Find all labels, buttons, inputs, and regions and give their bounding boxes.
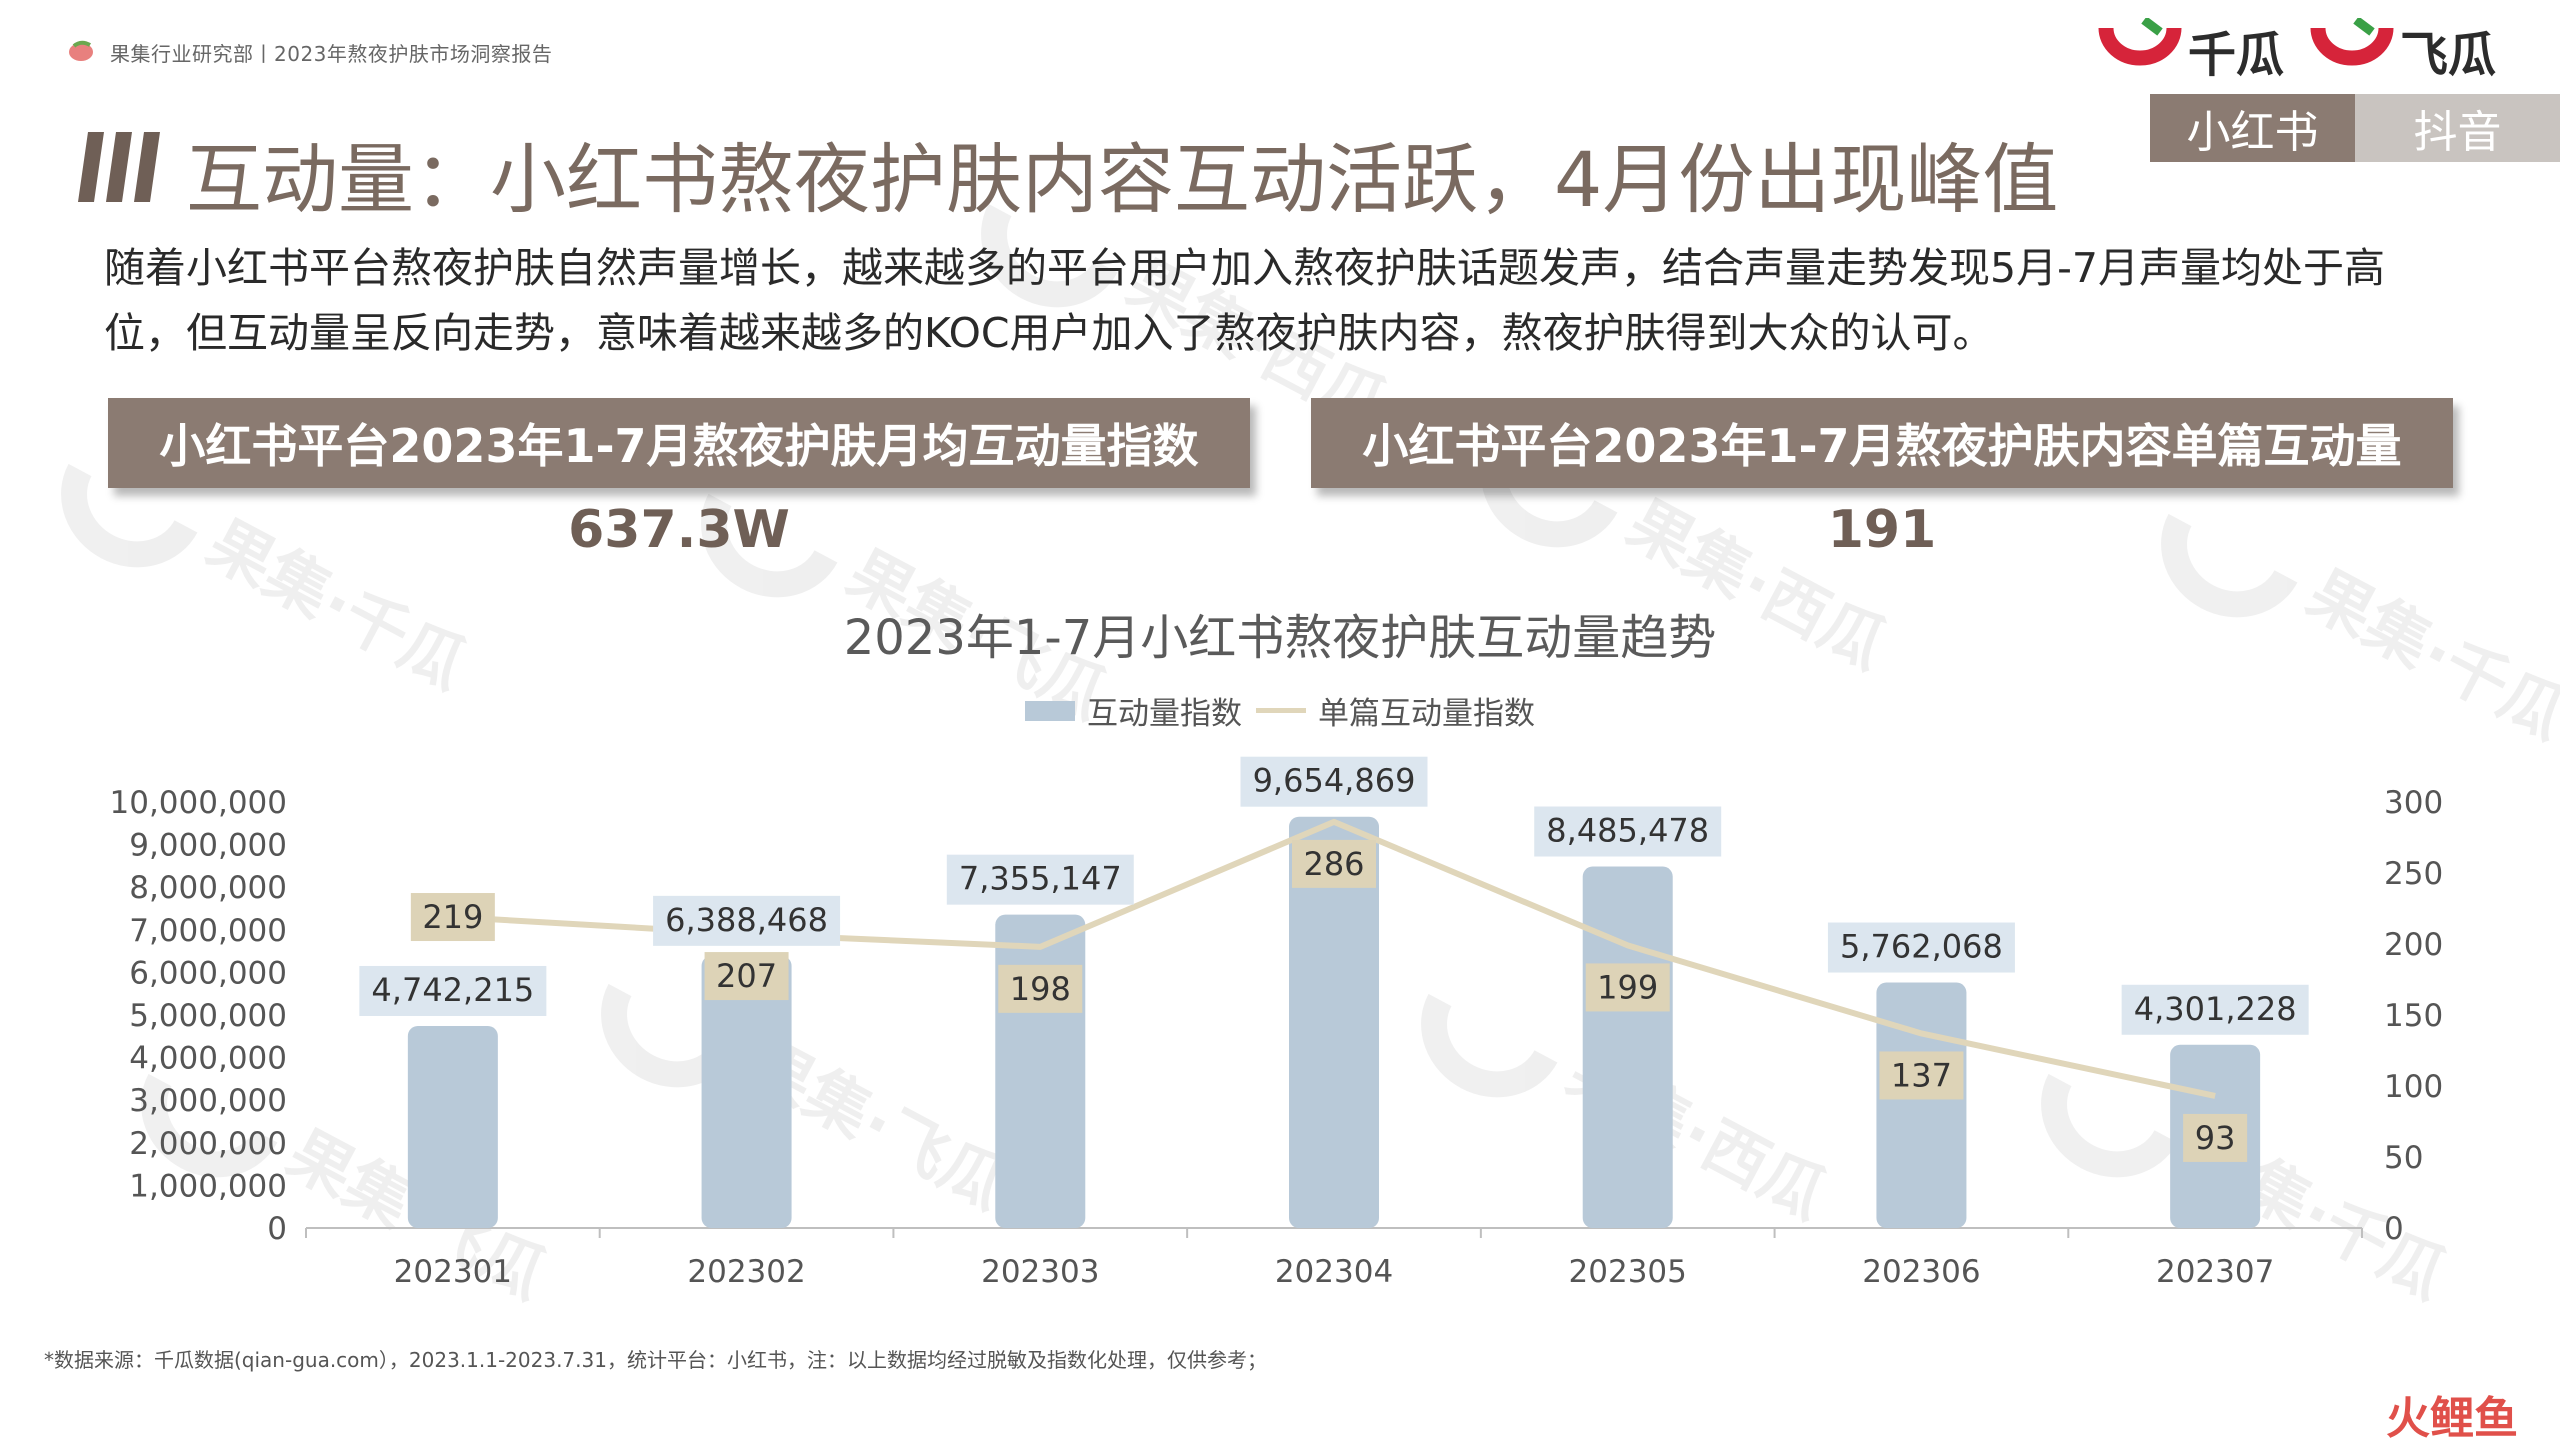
x-tick-label: 202301 — [394, 1254, 512, 1290]
legend-bar-swatch — [1025, 700, 1075, 721]
corner-logo-part1: 火 — [2386, 1393, 2430, 1444]
legend-line-label: 单篇互动量指数 — [1318, 696, 1535, 732]
legend-bar-label: 互动量指数 — [1087, 696, 1242, 732]
y-left-tick-label: 7,000,000 — [129, 913, 287, 949]
line-data-label: 286 — [1303, 845, 1364, 883]
bar-label-bg — [653, 895, 841, 946]
line-label-bg — [1292, 839, 1376, 888]
y-left-tick-label: 10,000,000 — [110, 785, 288, 821]
bar — [407, 1025, 498, 1228]
line-data-label: 199 — [1597, 968, 1658, 1006]
legend-item-bar: 互动量指数 — [1025, 688, 1242, 733]
kpi-value-per-post: 191 — [1827, 500, 1937, 560]
legend-item-line: 单篇互动量指数 — [1256, 688, 1535, 733]
bar-label-bg — [946, 854, 1134, 905]
bar — [1582, 866, 1673, 1228]
bar-data-label: 8,485,478 — [1546, 812, 1709, 850]
line-label-bg — [1879, 1051, 1964, 1100]
y-right-tick-label: 0 — [2384, 1211, 2404, 1247]
tab-xiaohongshu[interactable]: 小红书 — [2150, 94, 2355, 162]
line-data-label: 198 — [1010, 970, 1071, 1008]
bar-label-bg — [1534, 806, 1722, 857]
x-tick-label: 202307 — [2156, 1254, 2274, 1290]
bar — [1876, 982, 1967, 1228]
description-text: 随着小红书平台熬夜护肤自然声量增长，越来越多的平台用户加入熬夜护肤话题发声，结合… — [104, 244, 2385, 357]
line-data-label: 207 — [716, 957, 777, 995]
y-right-tick-label: 200 — [2384, 927, 2443, 963]
qiangua-logo-text: 千瓜 — [2188, 27, 2285, 83]
bar-data-label: 4,301,228 — [2134, 990, 2297, 1028]
line-data-label: 93 — [2195, 1119, 2236, 1157]
line-label-bg — [998, 964, 1083, 1013]
corner-logo: 火鲤鱼 — [2386, 1382, 2518, 1446]
line-data-label: 137 — [1891, 1056, 1952, 1094]
y-left-tick-label: 0 — [267, 1211, 287, 1247]
bar-data-label: 7,355,147 — [959, 860, 1122, 898]
x-tick-label: 202305 — [1569, 1254, 1687, 1290]
bar-data-label: 4,742,215 — [371, 971, 534, 1009]
qiangua-logo: 千瓜 — [2098, 14, 2284, 86]
source-note: *数据来源：千瓜数据(qian-gua.com），2023.1.1-2023.7… — [44, 1348, 1267, 1372]
y-left-tick-label: 3,000,000 — [129, 1083, 287, 1119]
kpi-value-monthly-avg: 637.3W — [568, 500, 790, 560]
bar-label-bg — [359, 965, 547, 1016]
chart-legend: 互动量指数 单篇互动量指数 — [0, 688, 2560, 733]
y-right-tick-label: 50 — [2384, 1140, 2423, 1176]
qiangua-logo-icon — [2098, 18, 2182, 66]
x-tick-label: 202303 — [981, 1254, 1099, 1290]
bar — [995, 914, 1086, 1228]
bar — [1289, 816, 1379, 1228]
bar-label-bg — [2121, 984, 2309, 1035]
feigua-logo-icon — [2310, 18, 2394, 66]
x-tick-label: 202306 — [1862, 1254, 1980, 1290]
page-title: 互动量：小红书熬夜护肤内容互动活跃，4月份出现峰值 — [186, 135, 2059, 224]
y-right-tick-label: 150 — [2384, 998, 2443, 1034]
bar-data-label: 6,388,468 — [665, 901, 828, 939]
chart-title: 2023年1-7月小红书熬夜护肤互动量趋势 — [843, 610, 1717, 666]
bar — [701, 955, 792, 1228]
brand-logo-icon — [69, 40, 93, 61]
line-data-label: 219 — [422, 898, 483, 936]
y-left-tick-label: 4,000,000 — [129, 1041, 287, 1077]
feigua-logo: 飞瓜 — [2310, 14, 2496, 86]
line-label-bg — [1585, 963, 1670, 1012]
x-tick-label: 202302 — [687, 1254, 805, 1290]
y-left-tick-label: 9,000,000 — [129, 828, 287, 864]
platform-tabs: 小红书 抖音 — [2150, 94, 2560, 162]
kpi-label-monthly-avg: 小红书平台2023年1-7月熬夜护肤月均互动量指数 — [108, 398, 1250, 488]
corner-logo-part2: 鲤鱼 — [2430, 1393, 2518, 1444]
tab-douyin[interactable]: 抖音 — [2355, 94, 2560, 162]
bar-data-label: 5,762,068 — [1840, 928, 2003, 966]
line-label-bg — [704, 952, 789, 1001]
y-left-tick-label: 8,000,000 — [129, 870, 287, 906]
y-left-tick-label: 1,000,000 — [129, 1168, 287, 1204]
legend-line-swatch — [1256, 708, 1306, 713]
line-label-bg — [410, 893, 495, 942]
kpi-label-per-post: 小红书平台2023年1-7月熬夜护肤内容单篇互动量 — [1311, 398, 2453, 488]
y-right-tick-label: 250 — [2384, 856, 2443, 892]
y-right-tick-label: 100 — [2384, 1069, 2443, 1105]
report-org-label: 果集行业研究部丨2023年熬夜护肤市场洞察报告 — [110, 42, 553, 66]
line-label-bg — [2183, 1113, 2248, 1162]
bar-data-label: 9,654,869 — [1253, 762, 1416, 800]
x-tick-label: 202304 — [1275, 1254, 1393, 1290]
y-left-tick-label: 2,000,000 — [129, 1126, 287, 1162]
bar-label-bg — [1240, 756, 1428, 807]
y-left-tick-label: 6,000,000 — [129, 955, 287, 991]
title-bars-icon — [78, 132, 160, 202]
bar-label-bg — [1827, 922, 2015, 973]
y-right-tick-label: 300 — [2384, 785, 2443, 821]
y-left-tick-label: 5,000,000 — [129, 998, 287, 1034]
feigua-logo-text: 飞瓜 — [2400, 27, 2497, 83]
